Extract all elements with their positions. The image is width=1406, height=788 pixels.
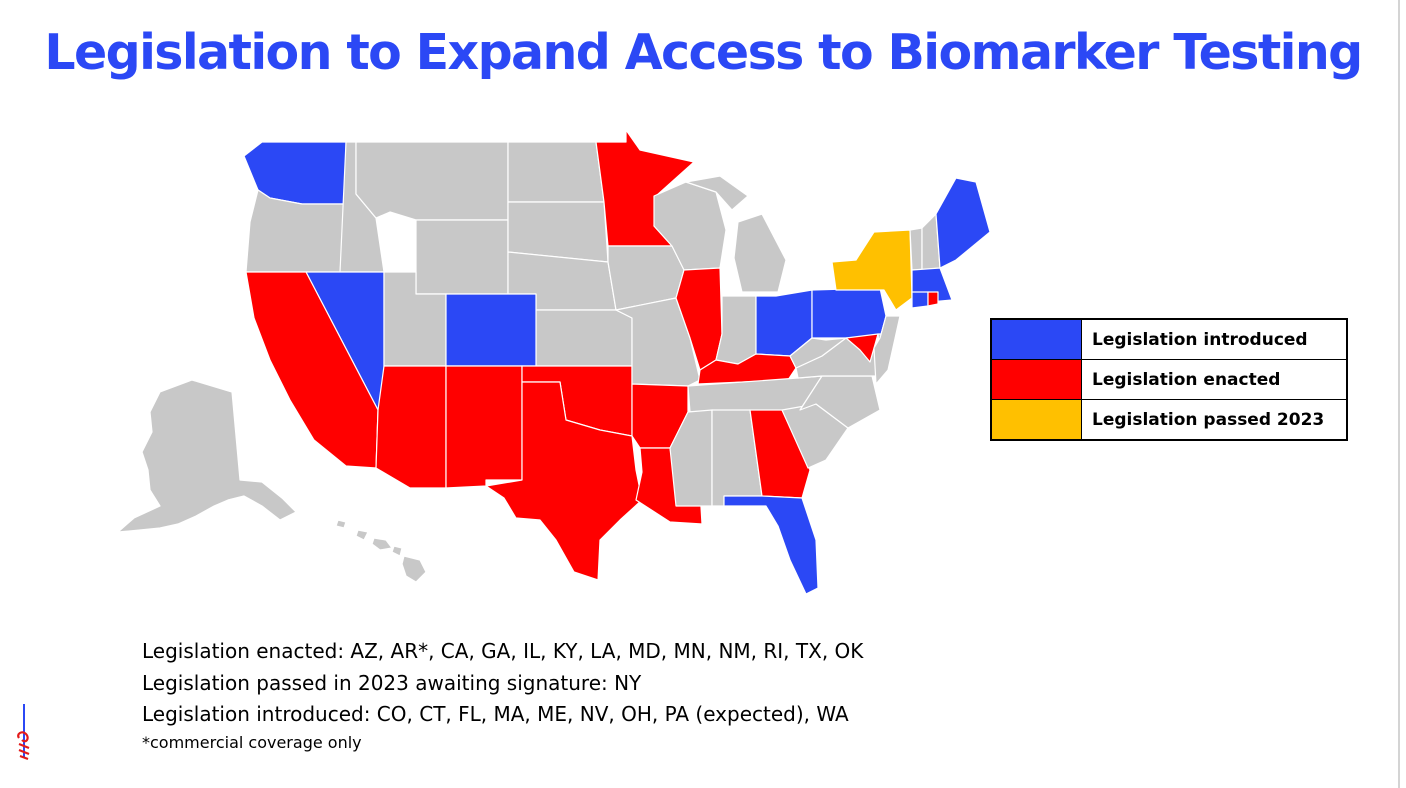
state-ga	[749, 409, 811, 499]
state-md	[845, 333, 879, 363]
state-vt	[909, 227, 923, 271]
state-nd	[507, 141, 605, 203]
state-hi	[335, 519, 427, 583]
state-wy	[415, 219, 509, 295]
legend-swatch-introduced	[992, 320, 1082, 359]
state-ca	[245, 271, 379, 469]
state-fl	[723, 495, 819, 595]
state-co	[445, 293, 537, 367]
state-mi	[685, 175, 787, 293]
ribbon-logo-icon	[17, 704, 30, 761]
state-tx	[485, 381, 643, 581]
state-ri	[927, 291, 939, 307]
legend-item-passed-2023: Legislation passed 2023	[992, 399, 1346, 439]
state-pa	[811, 287, 887, 339]
state-az	[375, 365, 447, 489]
note-passed-2023: Legislation passed in 2023 awaiting sign…	[142, 670, 642, 695]
legend-label-enacted: Legislation enacted	[1092, 369, 1281, 390]
slide-title: Legislation to Expand Access to Biomarke…	[44, 24, 1363, 81]
state-ct	[911, 291, 929, 309]
state-nj	[873, 315, 901, 385]
state-mt	[355, 141, 509, 221]
legend-label-introduced: Legislation introduced	[1092, 329, 1308, 350]
slide-right-edge	[1398, 0, 1400, 788]
state-me	[935, 177, 991, 269]
state-nm	[445, 365, 523, 489]
note-introduced: Legislation introduced: CO, CT, FL, MA, …	[142, 702, 849, 726]
legend-label-passed-2023: Legislation passed 2023	[1092, 409, 1325, 430]
state-ak	[117, 379, 297, 533]
legend-item-enacted: Legislation enacted	[992, 359, 1346, 399]
legislation-notes: Legislation enacted: AZ, AR*, CA, GA, IL…	[142, 636, 863, 755]
note-enacted: Legislation enacted: AZ, AR*, CA, GA, IL…	[142, 639, 864, 663]
map-legend: Legislation introduced Legislation enact…	[990, 318, 1348, 441]
legend-swatch-enacted	[992, 360, 1082, 399]
footnote: *commercial coverage only	[142, 732, 362, 752]
state-in	[715, 295, 757, 365]
legend-swatch-passed-2023	[992, 400, 1082, 439]
state-ks	[535, 309, 633, 367]
legend-item-introduced: Legislation introduced	[992, 320, 1346, 359]
state-ms	[669, 409, 713, 507]
